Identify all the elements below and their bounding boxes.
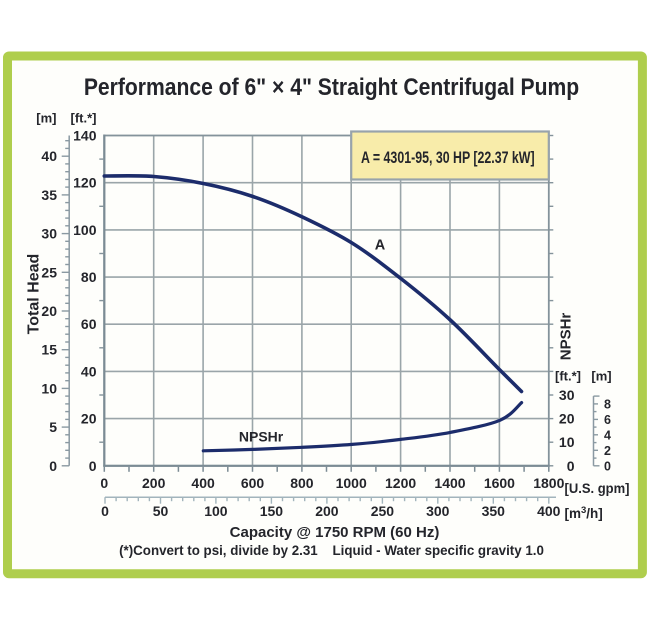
svg-text:200: 200 bbox=[315, 503, 339, 519]
svg-text:2: 2 bbox=[604, 444, 611, 458]
svg-text:35: 35 bbox=[41, 187, 57, 203]
svg-text:1800: 1800 bbox=[533, 475, 564, 491]
svg-text:Total Head: Total Head bbox=[26, 254, 43, 335]
svg-text:100: 100 bbox=[73, 222, 97, 238]
svg-text:30: 30 bbox=[41, 226, 57, 242]
svg-text:300: 300 bbox=[426, 503, 450, 519]
svg-text:20: 20 bbox=[81, 411, 97, 427]
svg-text:[ft.*]: [ft.*] bbox=[71, 111, 97, 126]
svg-text:10: 10 bbox=[41, 380, 57, 396]
svg-text:10: 10 bbox=[559, 434, 575, 450]
svg-text:8: 8 bbox=[604, 397, 611, 411]
svg-text:400: 400 bbox=[191, 475, 215, 491]
svg-text:0: 0 bbox=[604, 459, 611, 473]
svg-text:800: 800 bbox=[290, 475, 314, 491]
svg-text:30: 30 bbox=[559, 387, 575, 403]
svg-text:A = 4301-95, 30 HP [22.37 kW]: A = 4301-95, 30 HP [22.37 kW] bbox=[361, 149, 535, 167]
svg-text:(*)Convert to psi, divide by 2: (*)Convert to psi, divide by 2.31 Liquid… bbox=[119, 542, 544, 557]
svg-text:0: 0 bbox=[101, 503, 109, 519]
svg-text:NPSHr: NPSHr bbox=[239, 428, 284, 444]
svg-text:Performance of 6" × 4" Straigh: Performance of 6" × 4" Straight Centrifu… bbox=[84, 72, 579, 100]
svg-text:350: 350 bbox=[482, 503, 506, 519]
svg-text:6: 6 bbox=[604, 413, 611, 427]
svg-text:15: 15 bbox=[41, 342, 57, 358]
svg-text:0: 0 bbox=[100, 475, 108, 491]
svg-text:250: 250 bbox=[371, 503, 395, 519]
svg-text:50: 50 bbox=[153, 503, 169, 519]
svg-text:400: 400 bbox=[537, 503, 561, 519]
svg-text:[m3/h]: [m3/h] bbox=[565, 505, 603, 521]
svg-text:1600: 1600 bbox=[484, 475, 515, 491]
svg-text:25: 25 bbox=[41, 264, 57, 280]
svg-text:40: 40 bbox=[81, 363, 97, 379]
svg-text:0: 0 bbox=[89, 458, 97, 474]
svg-text:200: 200 bbox=[142, 475, 166, 491]
svg-text:[U.S. gpm]: [U.S. gpm] bbox=[565, 481, 630, 497]
svg-text:120: 120 bbox=[73, 175, 97, 191]
svg-text:600: 600 bbox=[241, 475, 265, 491]
svg-text:150: 150 bbox=[260, 503, 284, 519]
svg-text:140: 140 bbox=[73, 128, 97, 144]
svg-text:20: 20 bbox=[41, 303, 57, 319]
svg-text:1400: 1400 bbox=[434, 475, 465, 491]
svg-text:A: A bbox=[375, 238, 386, 254]
svg-text:[m]: [m] bbox=[591, 369, 611, 384]
svg-text:Capacity @ 1750 RPM (60 Hz): Capacity @ 1750 RPM (60 Hz) bbox=[230, 524, 440, 541]
svg-text:20: 20 bbox=[559, 411, 575, 427]
svg-text:5: 5 bbox=[49, 419, 57, 435]
svg-text:[ft.*]: [ft.*] bbox=[555, 369, 581, 384]
svg-text:4: 4 bbox=[604, 428, 611, 442]
svg-text:0: 0 bbox=[49, 458, 57, 474]
svg-text:1000: 1000 bbox=[336, 475, 367, 491]
svg-text:NPSHr: NPSHr bbox=[558, 313, 575, 361]
svg-text:40: 40 bbox=[41, 148, 57, 164]
svg-text:0: 0 bbox=[567, 458, 575, 474]
svg-text:[m]: [m] bbox=[36, 111, 56, 126]
svg-text:80: 80 bbox=[81, 269, 97, 285]
svg-text:60: 60 bbox=[81, 316, 97, 332]
svg-text:1200: 1200 bbox=[385, 475, 416, 491]
svg-text:100: 100 bbox=[204, 503, 228, 519]
